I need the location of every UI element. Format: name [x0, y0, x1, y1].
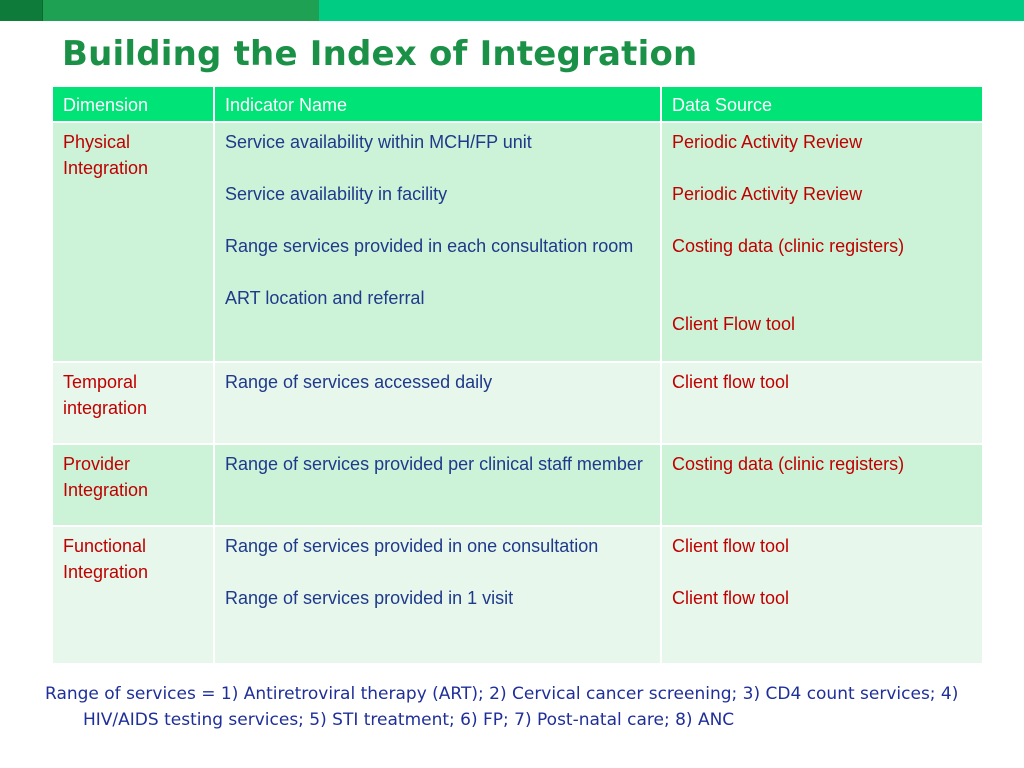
source-item: Client flow tool — [672, 588, 790, 608]
source-cell: Costing data (clinic registers) — [660, 443, 984, 527]
dimension-line: Physical — [63, 132, 131, 152]
accent-bar-mid — [42, 0, 319, 21]
dimension-cell: Temporal integration — [51, 361, 215, 445]
indicator-item: Range services provided in each consulta… — [225, 236, 634, 256]
source-cell: Client flow tool — [660, 361, 984, 445]
table-header-row: Dimension Indicator Name Data Source — [51, 85, 984, 123]
indicator-item: Service availability within MCH/FP unit — [225, 132, 532, 152]
indicator-item: Service availability in facility — [225, 184, 448, 204]
indicator-cell: Range of services accessed daily — [213, 361, 662, 445]
indicator-cell: Range of services provided per clinical … — [213, 443, 662, 527]
source-item: Periodic Activity Review — [672, 184, 863, 204]
source-item: Client flow tool — [672, 536, 790, 556]
dimension-line: integration — [63, 398, 148, 418]
dimension-cell: Physical Integration — [51, 121, 215, 363]
indicator-cell: Range of services provided in one consul… — [213, 525, 662, 665]
dimension-line: Temporal — [63, 372, 138, 392]
source-item: Client Flow tool — [672, 314, 796, 334]
header-dimension: Dimension — [51, 85, 215, 123]
indicator-cell: Service availability within MCH/FP unit … — [213, 121, 662, 363]
indicator-item: Range of services provided per clinical … — [225, 454, 643, 474]
dimension-line: Integration — [63, 480, 149, 500]
indicator-item: Range of services provided in one consul… — [225, 536, 599, 556]
header-data-source: Data Source — [660, 85, 984, 123]
dimension-line: Integration — [63, 158, 149, 178]
dimension-cell: Provider Integration — [51, 443, 215, 527]
table-row-functional: Functional Integration Range of services… — [51, 525, 984, 665]
indicator-item: ART location and referral — [225, 288, 425, 308]
table-row-temporal: Temporal integration Range of services a… — [51, 361, 984, 445]
services-footnote: Range of services = 1) Antiretroviral th… — [45, 684, 959, 730]
header-indicator-name: Indicator Name — [213, 85, 662, 123]
indicator-item: Range of services accessed daily — [225, 372, 493, 392]
source-cell: Client flow tool Client flow tool — [660, 525, 984, 665]
source-cell: Periodic Activity Review Periodic Activi… — [660, 121, 984, 363]
integration-index-table: Dimension Indicator Name Data Source Phy… — [51, 85, 984, 665]
dimension-line: Integration — [63, 562, 149, 582]
dimension-line: Functional — [63, 536, 147, 556]
source-item: Client flow tool — [672, 372, 790, 392]
accent-bar-dark — [0, 0, 42, 21]
dimension-cell: Functional Integration — [51, 525, 215, 665]
accent-bar-light — [319, 0, 1024, 21]
top-accent-bar — [0, 0, 1024, 21]
source-item: Periodic Activity Review — [672, 132, 863, 152]
source-item: Costing data (clinic registers) — [672, 236, 905, 256]
dimension-line: Provider — [63, 454, 131, 474]
indicator-item: Range of services provided in 1 visit — [225, 588, 514, 608]
slide-title: Building the Index of Integration — [62, 34, 698, 74]
source-item: Costing data (clinic registers) — [672, 454, 905, 474]
table-row-physical: Physical Integration Service availabilit… — [51, 121, 984, 363]
table-row-provider: Provider Integration Range of services p… — [51, 443, 984, 527]
